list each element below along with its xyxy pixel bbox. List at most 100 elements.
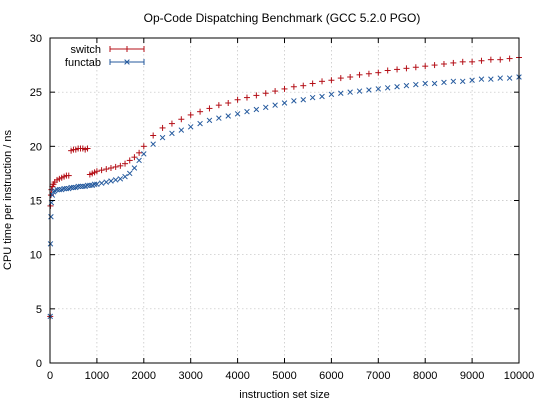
functab-point (403, 82, 410, 89)
switch-point (159, 124, 166, 131)
functab-point (49, 192, 56, 198)
switch-point (506, 55, 513, 62)
y-tick-label: 10 (30, 250, 42, 262)
functab-point (117, 176, 124, 182)
y-tick-label: 0 (36, 358, 42, 370)
switch-point (347, 74, 354, 80)
switch-point (234, 96, 241, 103)
functab-point (61, 185, 67, 192)
y-tick-label: 25 (30, 87, 42, 99)
x-tick-label: 0 (47, 370, 53, 382)
functab-point (506, 75, 513, 81)
functab-point (98, 180, 105, 186)
functab-point (48, 213, 54, 220)
switch-point (112, 163, 119, 170)
functab-point (366, 87, 372, 93)
x-tick-label: 10000 (504, 370, 535, 382)
y-tick-label: 30 (30, 33, 42, 45)
switch-point (394, 66, 401, 73)
switch-point (272, 88, 279, 95)
switch-point (440, 61, 447, 67)
functab-point (225, 113, 231, 119)
switch-point (412, 64, 419, 71)
switch-point (459, 58, 466, 65)
functab-point (150, 141, 156, 147)
functab-point (136, 157, 142, 164)
functab-point (319, 93, 325, 100)
functab-point (197, 120, 203, 127)
legend-item-switch: switch (70, 44, 145, 56)
legend-label: functab (65, 57, 101, 69)
switch-point (478, 57, 485, 64)
legend-marker (124, 46, 130, 52)
switch-point (168, 120, 175, 127)
switch-point (309, 80, 316, 87)
functab-point (63, 185, 70, 192)
switch-point (178, 116, 185, 123)
functab-point (187, 124, 194, 130)
switch-point (103, 166, 110, 173)
switch-point (206, 105, 213, 112)
switch-point (197, 108, 204, 115)
x-tick-label: 4000 (225, 370, 249, 382)
functab-point (68, 184, 74, 191)
functab-point (450, 78, 457, 85)
switch-point (117, 162, 124, 169)
functab-point (84, 182, 91, 189)
functab-point (262, 104, 269, 111)
x-tick-label: 8000 (413, 370, 437, 382)
x-axis-label: instruction set size (239, 389, 329, 401)
functab-point (77, 183, 84, 190)
switch-point (262, 90, 269, 97)
switch-point (107, 165, 114, 171)
functab-point (347, 89, 353, 95)
switch-point (281, 85, 288, 92)
functab-point (54, 186, 60, 193)
functab-point (80, 183, 86, 190)
functab-point (103, 179, 110, 185)
switch-point (365, 70, 372, 77)
switch-point (253, 92, 260, 99)
functab-point (356, 88, 363, 94)
y-axis-label: CPU time per instruction / ns (2, 130, 14, 270)
functab-point (56, 186, 63, 193)
functab-point (131, 165, 138, 171)
switch-point (187, 111, 194, 118)
functab-point (384, 85, 391, 91)
switch-point (497, 56, 504, 63)
x-tick-label: 3000 (178, 370, 202, 382)
y-tick-label: 20 (30, 141, 42, 153)
functab-point (394, 83, 400, 90)
functab-point (469, 77, 475, 84)
functab-point (497, 75, 503, 81)
switch-point (98, 167, 105, 174)
chart-title: Op-Code Dispatching Benchmark (GCC 5.2.0… (144, 11, 421, 25)
functab-point (488, 76, 494, 82)
switch-point (319, 78, 326, 85)
functab-point (431, 80, 438, 87)
switch-point (300, 82, 307, 89)
functab-point (75, 183, 81, 190)
switch-point (450, 59, 457, 66)
switch-point (65, 172, 72, 179)
functab-point (422, 80, 428, 87)
switch-point (375, 69, 382, 76)
switch-point (150, 132, 157, 139)
legend-label: switch (70, 44, 101, 56)
functab-point (112, 177, 119, 183)
x-tick-label: 6000 (319, 370, 343, 382)
functab-point (108, 178, 114, 184)
legend-item-functab: functab (65, 57, 145, 69)
legend-marker (124, 59, 130, 65)
functab-point (413, 81, 419, 88)
functab-point (159, 134, 166, 141)
switch-point (122, 160, 129, 167)
switch-point (215, 102, 222, 109)
functab-point (206, 117, 213, 124)
functab-point (244, 108, 250, 115)
functab-point (300, 96, 307, 103)
functab-point (94, 181, 100, 188)
y-tick-label: 5 (36, 304, 42, 316)
